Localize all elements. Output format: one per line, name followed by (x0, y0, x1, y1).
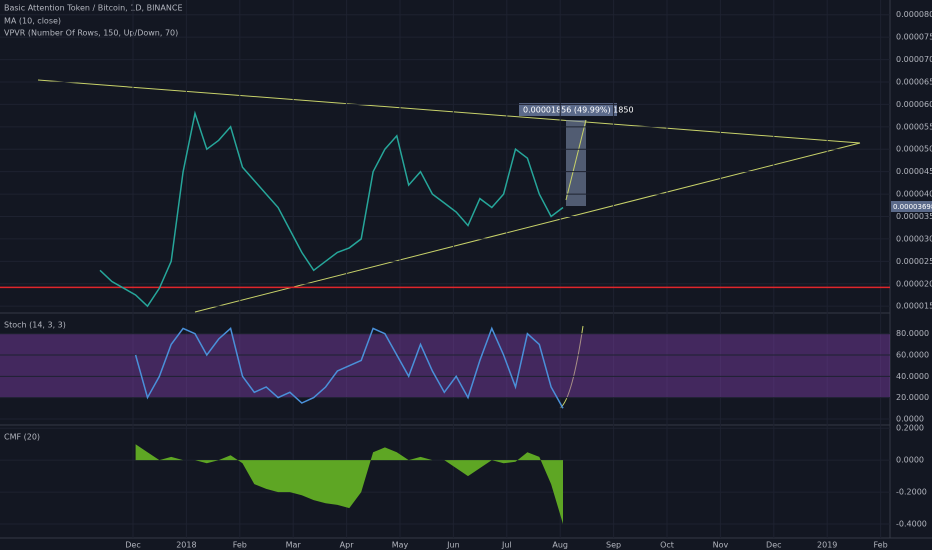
x-tick-label: Feb (874, 541, 888, 550)
y-tick-label: 0.0000 (896, 414, 924, 423)
x-tick-label: Aug (552, 541, 568, 550)
cmf-area (135, 444, 563, 524)
measure-label-bg (519, 103, 617, 116)
y-tick-label: 0.00004000 (896, 190, 932, 199)
y-tick-label: 0.00004500 (896, 167, 932, 176)
y-tick-label: 0.00002000 (896, 279, 932, 288)
x-tick-label: 2018 (176, 541, 196, 550)
x-tick-label: Apr (340, 541, 355, 550)
y-tick-label: 0.0000 (896, 456, 924, 465)
indicator-label: Stoch (14, 3, 3) (4, 321, 66, 330)
y-tick-label: 40.0000 (896, 372, 929, 381)
x-tick-label: Mar (286, 541, 302, 550)
x-tick-label: Jun (446, 541, 460, 550)
indicator-label: MA (10, close) (4, 17, 61, 26)
y-tick-label: 0.00003000 (896, 234, 932, 243)
indicator-label: CMF (20) (4, 433, 40, 442)
y-tick-label: 0.2000 (896, 424, 924, 433)
series-line (134, 326, 564, 409)
y-tick-label: 0.00007500 (896, 33, 932, 42)
trendline (37, 79, 861, 144)
price-label: 0.00003698 (893, 203, 932, 211)
chart-title: Basic Attention Token / Bitcoin, 1D, BIN… (4, 4, 183, 13)
y-tick-label: 80.0000 (896, 329, 929, 338)
y-tick-label: 0.00002500 (896, 257, 932, 266)
projection (565, 119, 587, 201)
y-tick-label: 0.00001500 (896, 302, 932, 311)
x-tick-label: Feb (233, 541, 247, 550)
stoch-band (0, 333, 890, 398)
indicator-label: VPVR (Number Of Rows, 150, Up/Down, 70) (4, 29, 178, 38)
x-tick-label: May (392, 541, 409, 550)
y-tick-label: 0.00003500 (896, 212, 932, 221)
x-tick-label: 2019 (817, 541, 837, 550)
series-line (99, 110, 564, 308)
measure-label: 0.00001856 (49.99%) 1850 (523, 106, 634, 115)
y-tick-label: 0.00007000 (896, 55, 932, 64)
y-tick-label: 0.00005000 (896, 145, 932, 154)
y-tick-label: 0.00006000 (896, 100, 932, 109)
y-tick-label: 0.00008000 (896, 10, 932, 19)
y-tick-label: -0.2000 (896, 488, 927, 497)
x-tick-label: Jul (501, 541, 512, 550)
y-tick-label: 60.0000 (896, 351, 929, 360)
x-tick-label: Dec (125, 541, 140, 550)
x-tick-label: Oct (660, 541, 674, 550)
x-tick-label: Sep (606, 541, 621, 550)
x-tick-label: Nov (713, 541, 729, 550)
price-label-bg (891, 201, 932, 212)
y-tick-label: 0.00005500 (896, 122, 932, 131)
y-tick-label: 0.00006500 (896, 77, 932, 86)
y-tick-label: 20.0000 (896, 393, 929, 402)
x-tick-label: Dec (766, 541, 781, 550)
y-tick-label: -0.4000 (896, 520, 927, 529)
